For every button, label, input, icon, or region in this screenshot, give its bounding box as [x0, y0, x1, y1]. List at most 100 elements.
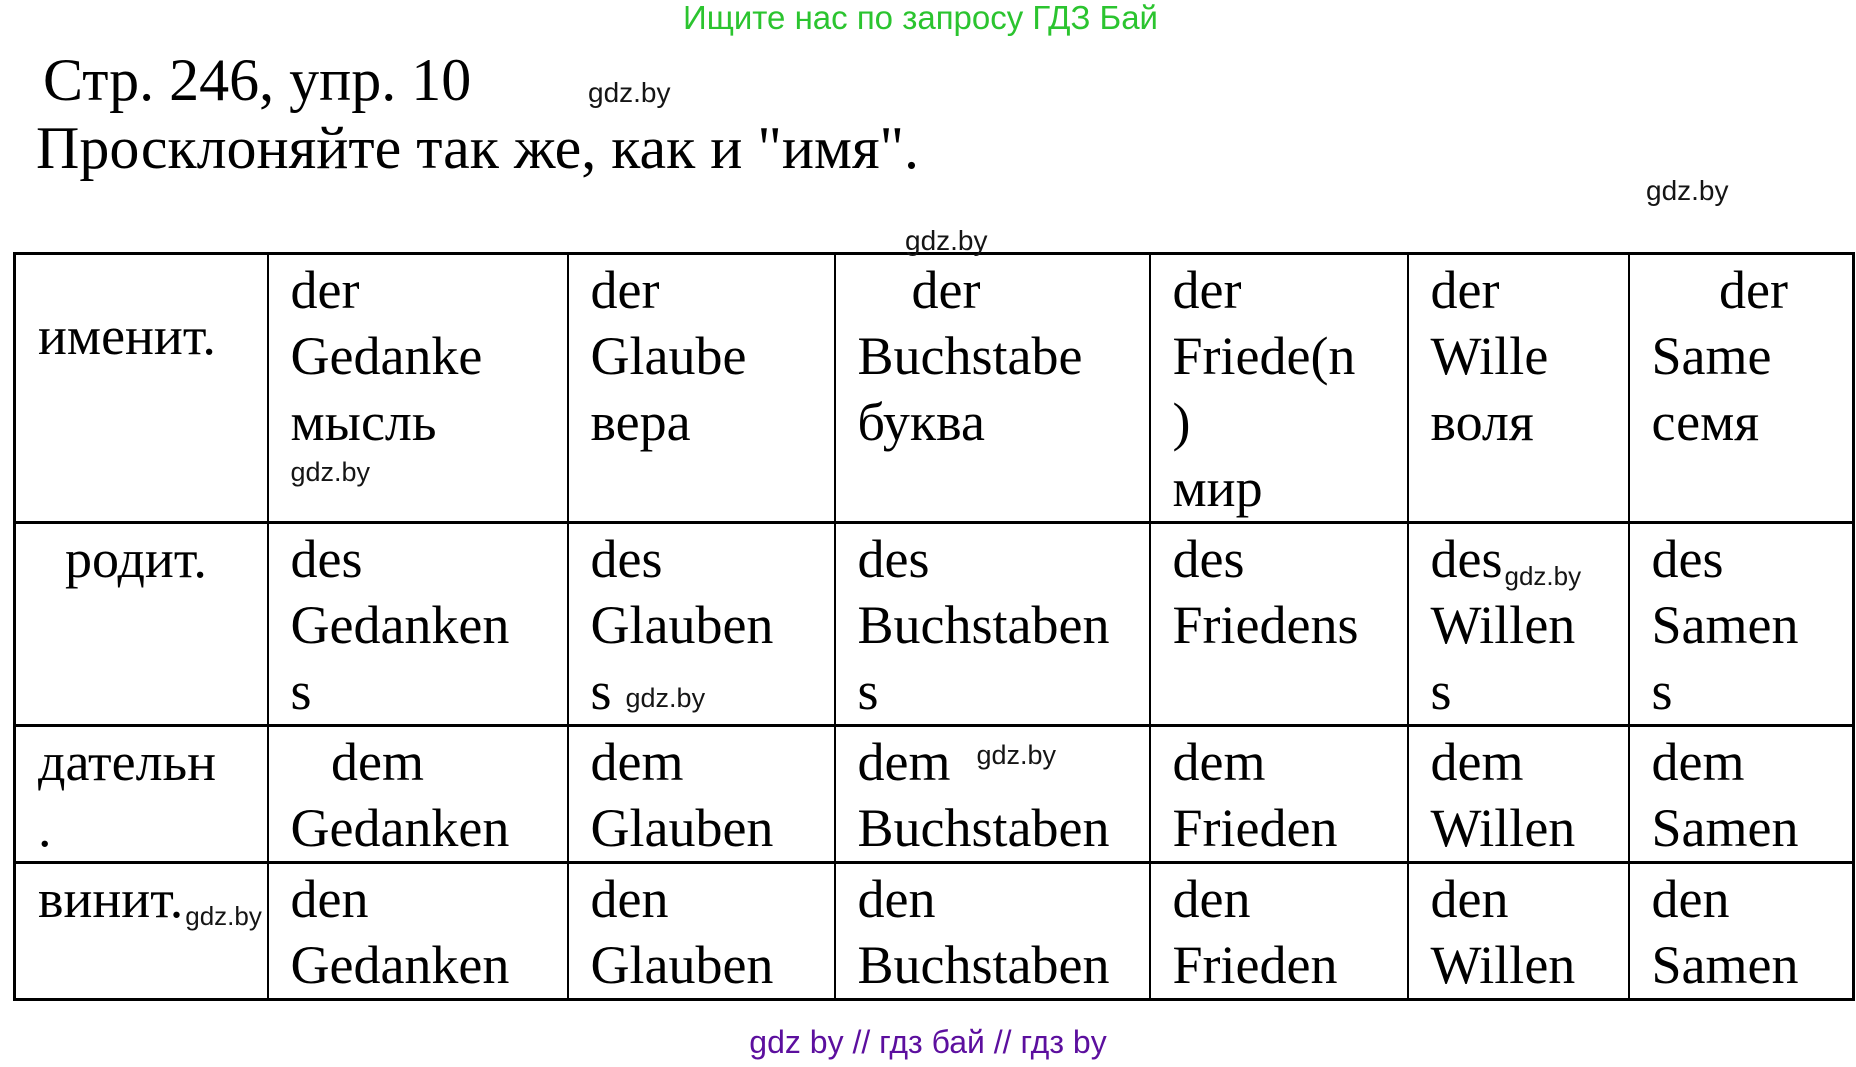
declension-cell: des Glauben s gdz.by	[566, 521, 836, 727]
cell-line: Frieden	[1172, 798, 1338, 858]
cell-line: Glauben	[590, 595, 774, 655]
declension-cell: der Wille воля	[1406, 252, 1630, 524]
cell-line: s gdz.by	[590, 661, 706, 721]
cell-line: родит.	[38, 529, 207, 589]
cell-line: dem	[290, 732, 424, 792]
cell-line: dem	[1172, 732, 1266, 792]
declension-cell: des Samen s	[1627, 521, 1855, 727]
cell-line: des	[1651, 529, 1724, 589]
declension-cell: dem Samen	[1627, 724, 1855, 864]
cell-line: dem	[1651, 732, 1745, 792]
cell-line: s	[1651, 661, 1673, 721]
cell-line: мысль	[290, 392, 437, 452]
declension-table: именит. der Gedanke мысль gdz.by der Glaube вер…	[13, 252, 1855, 1001]
declension-cell: dem Gedanken	[266, 724, 569, 864]
case-label-cell: винит.gdz.by	[13, 861, 269, 1001]
cell-line: Same	[1651, 326, 1772, 386]
table-row: дательн. dem Gedanken dem Glauben dem gdz.by B…	[13, 724, 1855, 864]
cell-line: Willen	[1430, 798, 1576, 858]
cell-line: der	[1430, 260, 1500, 320]
declension-cell: der Gedanke мысль gdz.by	[266, 252, 569, 524]
cell-line: Glauben	[590, 935, 774, 995]
declension-cell: den Buchstaben	[833, 861, 1151, 1001]
declension-cell: des Gedanken s	[266, 521, 569, 727]
cell-line: den	[1172, 869, 1251, 929]
gdz-watermark: gdz.by	[1646, 175, 1729, 206]
cell-line: семя	[1651, 392, 1760, 452]
cell-line: винит.gdz.by	[38, 869, 262, 931]
page-title: Стр. 246, упр. 10	[43, 47, 472, 113]
cell-line: Willen	[1430, 935, 1576, 995]
cell-line: Samen	[1651, 595, 1799, 655]
gdz-watermark: gdz.by	[625, 683, 706, 713]
cell-line: der	[857, 260, 981, 320]
declension-cell: der Buchstabe буква	[833, 252, 1151, 524]
declension-cell: den Glauben	[566, 861, 836, 1001]
cell-line: der	[590, 260, 660, 320]
cell-line: Friede(n	[1172, 326, 1356, 386]
cell-line: Buchstaben	[857, 935, 1110, 995]
cell-line: dem gdz.by	[857, 732, 1057, 792]
cell-line: der	[1172, 260, 1242, 320]
table-row: родит. des Gedanken s des Glauben s gdz.by des Bu…	[13, 521, 1855, 727]
cell-line: den	[1651, 869, 1730, 929]
declension-cell: dem gdz.by Buchstaben	[833, 724, 1151, 864]
declension-cell: der Same семя	[1627, 252, 1855, 524]
cell-line: именит.	[38, 306, 216, 366]
cell-line: der	[290, 260, 360, 320]
gdz-watermark: gdz.by	[905, 225, 988, 256]
declension-cell: dem Glauben	[566, 724, 836, 864]
cell-line: Samen	[1651, 935, 1799, 995]
gdz-watermark: gdz.by	[1504, 561, 1582, 591]
cell-line: буква	[857, 392, 985, 452]
gdz-watermark: gdz.by	[976, 740, 1057, 770]
cell-line: мир	[1172, 458, 1263, 518]
gdz-watermark: gdz.by	[290, 457, 371, 487]
cell-line: s	[290, 661, 312, 721]
declension-cell: dem Frieden	[1148, 724, 1409, 864]
cell-line: Willen	[1430, 595, 1576, 655]
cell-line: den	[290, 869, 369, 929]
cell-line: Glaube	[590, 326, 747, 386]
declension-cell: des Friedens	[1148, 521, 1409, 727]
cell-line: des	[590, 529, 663, 589]
cell-line: Gedanken	[290, 798, 510, 858]
cell-line: Samen	[1651, 798, 1799, 858]
gdz-watermark: gdz.by	[588, 77, 671, 108]
cell-line: den	[590, 869, 669, 929]
declension-cell: der Glaube вера	[566, 252, 836, 524]
case-label-cell: родит.	[13, 521, 269, 727]
cell-line: Gedanken	[290, 935, 510, 995]
cell-line: Buchstaben	[857, 798, 1110, 858]
cell-line: Gedanken	[290, 595, 510, 655]
promo-banner-text: Ищите нас по запросу ГДЗ Бай	[683, 0, 1158, 36]
case-label-cell: именит.	[13, 252, 269, 524]
cell-line: Frieden	[1172, 935, 1338, 995]
declension-cell: den Gedanken	[266, 861, 569, 1001]
cell-line: des	[290, 529, 363, 589]
cell-line: den	[857, 869, 936, 929]
declension-cell: dem Willen	[1406, 724, 1630, 864]
cell-line: der	[1651, 260, 1788, 320]
cell-line: des	[857, 529, 930, 589]
cell-line: s	[1430, 661, 1452, 721]
cell-line: Gedanke	[290, 326, 483, 386]
cell-line: s	[857, 661, 879, 721]
declension-cell: der Friede(n) мир	[1148, 252, 1409, 524]
cell-line: des	[1172, 529, 1245, 589]
case-label-cell: дательн.	[13, 724, 269, 864]
declension-cell: den Frieden	[1148, 861, 1409, 1001]
cell-line: Friedens	[1172, 595, 1359, 655]
task-instruction: Просклоняйте так же, как и "имя".	[36, 115, 920, 181]
cell-line: Buchstaben	[857, 595, 1110, 655]
cell-line: вера	[590, 392, 691, 452]
declension-cell: den Samen	[1627, 861, 1855, 1001]
declension-cell: desgdz.by Willen s	[1406, 521, 1630, 727]
gdz-watermark: gdz.by	[185, 901, 262, 931]
footer-watermark: gdz by // гдз бай // гдз by	[749, 1024, 1107, 1060]
cell-line: .	[38, 798, 52, 858]
cell-line: den	[1430, 869, 1509, 929]
cell-line: dem	[1430, 732, 1524, 792]
cell-line: desgdz.by	[1430, 529, 1582, 591]
cell-line: Wille	[1430, 326, 1549, 386]
